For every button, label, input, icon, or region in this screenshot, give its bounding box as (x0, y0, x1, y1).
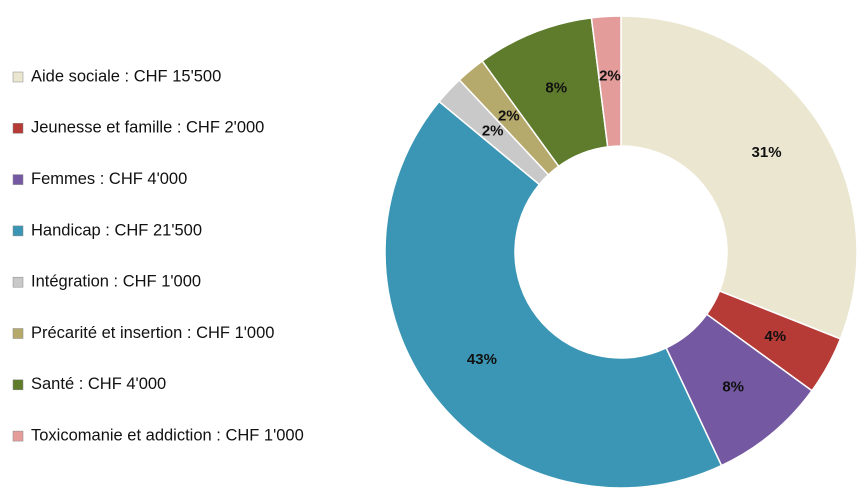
legend-marker (12, 379, 24, 391)
legend-marker (12, 71, 24, 83)
data-label: 8% (545, 79, 567, 96)
legend-label: Intégration : CHF 1'000 (31, 273, 201, 291)
legend-label: Santé : CHF 4'000 (31, 375, 166, 393)
data-label: 2% (482, 122, 504, 139)
legend-label: Handicap : CHF 21'500 (31, 221, 202, 239)
legend-label: Précarité et insertion : CHF 1'000 (31, 324, 274, 342)
donut-slice (590, 15, 622, 148)
donut-slice (620, 15, 857, 340)
legend-label: Aide sociale : CHF 15'500 (31, 67, 221, 85)
legend-marker (12, 174, 24, 185)
data-label: 2% (498, 107, 520, 124)
legend-marker (12, 225, 24, 237)
legend-label: Jeunesse et famille : CHF 2'000 (31, 119, 264, 137)
data-label: 2% (599, 67, 621, 84)
legend-marker (12, 123, 24, 134)
data-label: 4% (764, 328, 786, 345)
legend-marker (12, 328, 24, 339)
donut-slice (384, 100, 723, 489)
legend-label: Femmes : CHF 4'000 (31, 170, 187, 188)
data-label: 31% (752, 144, 782, 161)
data-label: 43% (467, 351, 497, 368)
legend-marker (12, 430, 24, 442)
legend-marker (12, 276, 24, 288)
legend-label: Toxicomanie et addiction : CHF 1'000 (31, 426, 304, 444)
data-label: 8% (722, 379, 744, 396)
